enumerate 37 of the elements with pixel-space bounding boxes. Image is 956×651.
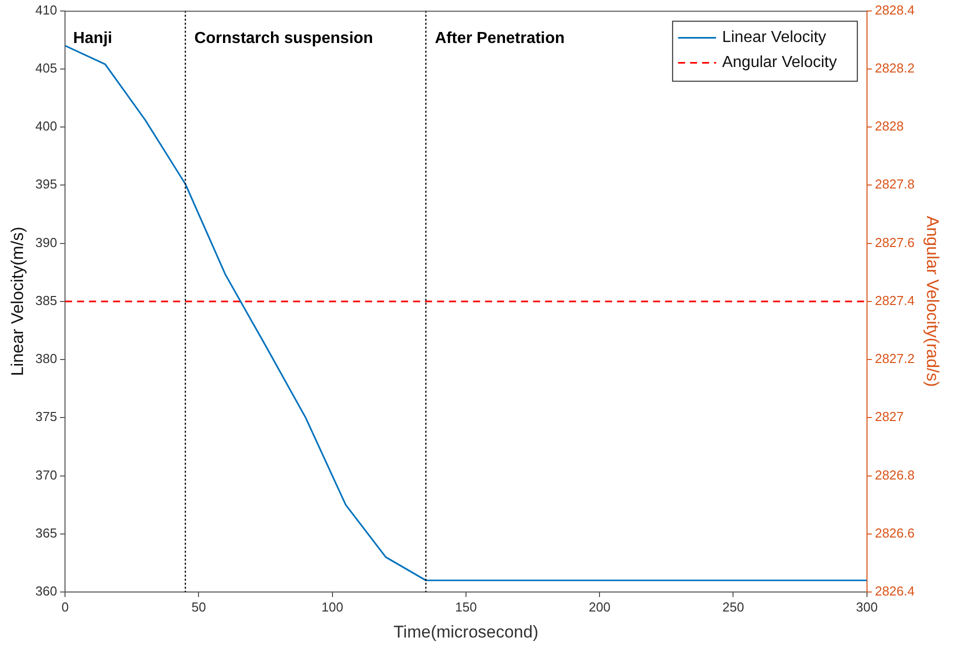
x-tick-label: 300	[856, 599, 878, 614]
y-tick-label: 380	[35, 351, 58, 366]
y-tick-label: 390	[35, 234, 58, 250]
ref-line-label: Cornstarch suspension	[194, 30, 374, 48]
legend-label: Linear Velocity	[722, 29, 826, 46]
y2-tick-label: 2828.4	[874, 2, 915, 18]
y-tick-label: 410	[35, 2, 58, 18]
x-tick-label: 200	[588, 599, 610, 614]
annotation: Hanji	[73, 30, 112, 48]
legend-label: Angular Velocity	[722, 54, 837, 72]
ref-line-label: After Penetration	[434, 30, 565, 48]
x-tick-label: 0	[61, 599, 69, 614]
y-tick-label: 375	[35, 409, 58, 424]
y-tick-label: 365	[35, 525, 58, 540]
y2-tick-label: 2827.6	[874, 234, 915, 250]
y-tick-label: 370	[35, 467, 58, 482]
y2-tick-label: 2828	[874, 118, 904, 134]
y-tick-label: 360	[35, 584, 58, 599]
y-tick-label: 400	[35, 118, 58, 134]
y2-tick-label: 2826.8	[874, 467, 915, 482]
x-axis-title: Time(microsecond)	[394, 622, 538, 642]
y2-axis-title: Angular Velocity(rad/s)	[923, 216, 942, 387]
y2-tick-label: 2827.4	[874, 292, 915, 308]
x-tick-label: 50	[191, 599, 206, 614]
y-axis-title: Linear Velocity(m/s)	[8, 226, 27, 376]
y2-tick-label: 2826.4	[874, 584, 915, 599]
y2-tick-label: 2827	[874, 409, 904, 424]
y2-tick-label: 2826.6	[874, 525, 915, 540]
x-tick-label: 250	[722, 599, 744, 614]
y-tick-label: 385	[35, 292, 58, 308]
y2-tick-label: 2827.8	[874, 176, 915, 192]
y-tick-label: 405	[35, 60, 58, 76]
y-tick-label: 395	[35, 176, 58, 192]
x-tick-label: 150	[455, 599, 477, 614]
y2-tick-label: 2828.2	[874, 60, 915, 76]
x-tick-label: 100	[321, 599, 344, 614]
y2-tick-label: 2827.2	[874, 351, 915, 366]
